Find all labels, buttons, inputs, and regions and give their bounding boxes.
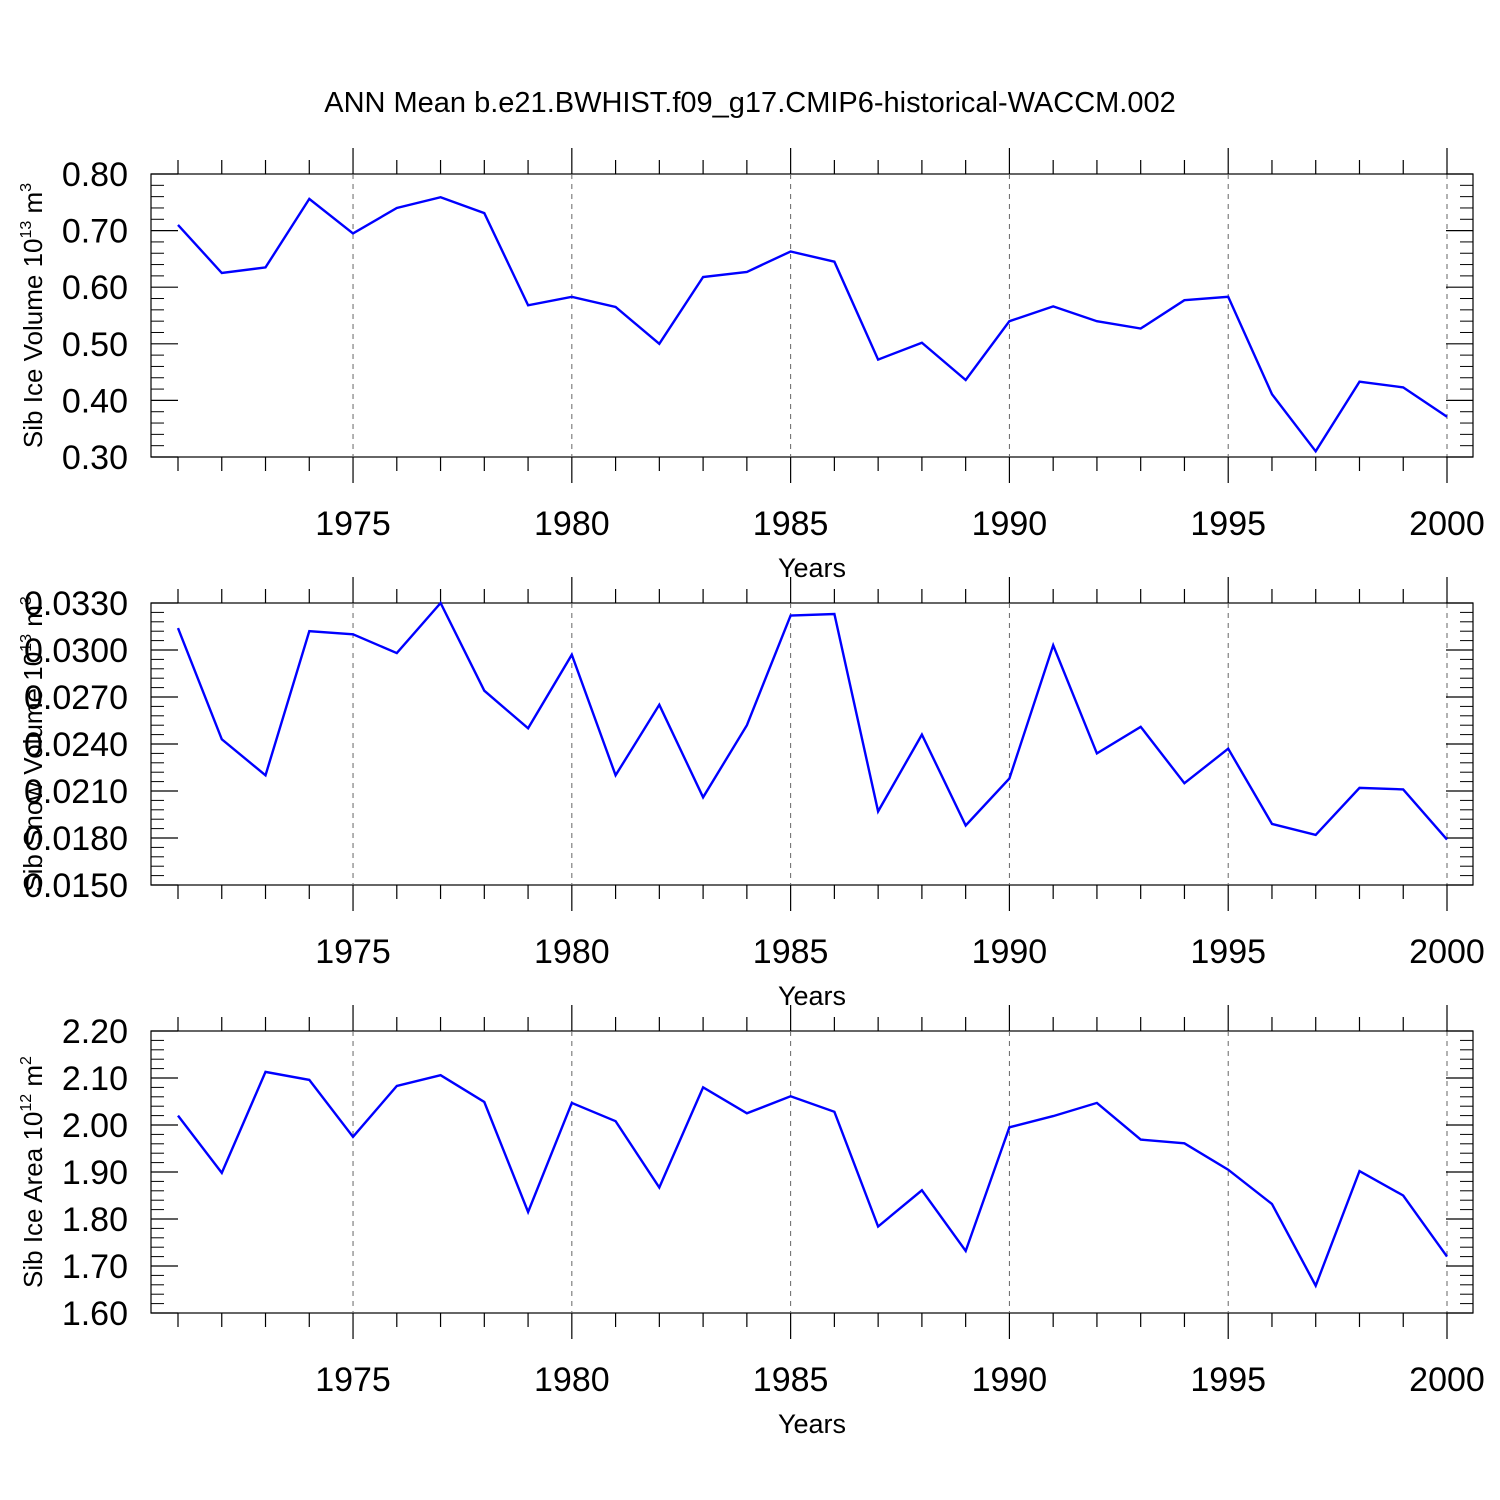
- y-tick-label: 1.90: [62, 1154, 128, 1192]
- y-tick-label: 0.60: [62, 269, 128, 307]
- x-tick-label: 1995: [1190, 933, 1266, 971]
- x-tick-label: 1985: [753, 933, 829, 971]
- y-tick-label: 1.60: [62, 1295, 128, 1333]
- x-tick-label: 1990: [972, 1361, 1048, 1399]
- x-axis-label: Years: [778, 1409, 846, 1439]
- y-tick-label: 1.80: [62, 1201, 128, 1239]
- x-axis-label: Years: [778, 553, 846, 583]
- series-line: [177, 1070, 1448, 1289]
- x-tick-label: 1985: [753, 1361, 829, 1399]
- y-axis-label: Sib Snow Volume 1013 m3: [18, 596, 48, 892]
- y-tick-label: 0.0270: [24, 679, 128, 717]
- plot-frame: [150, 1030, 1474, 1314]
- y-axis-label-ylabel-unit-exp: 3: [18, 183, 35, 192]
- x-tick-label: 1980: [534, 1361, 610, 1399]
- chart-panel-3: 1975 1980 1985 1990 1995 2000 1.60 1.70 1.80 1.90…: [18, 1005, 1485, 1439]
- y-tick-label: 0.0180: [24, 820, 128, 858]
- y-tick-label: 0.0150: [24, 867, 128, 905]
- x-tick-label: 1975: [315, 505, 391, 543]
- y-tick-label: 0.0210: [24, 773, 128, 811]
- y-tick-label: 2.10: [62, 1060, 128, 1098]
- y-tick-label: 2.00: [62, 1107, 128, 1145]
- x-tick-label: 1975: [315, 1361, 391, 1399]
- y-axis-label-ylabel-unit-exp: 3: [18, 596, 35, 605]
- y-axis-label-ylabel-exp: 13: [18, 634, 35, 652]
- y-axis-label-ylabel-exp: 12: [18, 1094, 35, 1112]
- y-tick-label: 0.0300: [24, 632, 128, 670]
- y-tick-label: 0.0240: [24, 726, 128, 764]
- x-axis-label: Years: [778, 981, 846, 1011]
- y-tick-label: 1.70: [62, 1248, 128, 1286]
- y-tick-label: 0.0330: [24, 585, 128, 623]
- y-axis-label-ylabel-unit: m: [18, 192, 48, 221]
- y-axis-label-ylabel-unit: m: [18, 1065, 48, 1094]
- series-line: [176, 600, 1448, 841]
- y-axis-label-ylabel-exp: 13: [18, 221, 35, 239]
- y-tick-label: 0.80: [62, 156, 128, 194]
- y-tick-label: 2.20: [62, 1013, 128, 1051]
- x-tick-label: 1990: [972, 933, 1048, 971]
- y-axis-label: Sib Ice Area 1012 m2: [18, 1056, 48, 1288]
- x-tick-label: 2000: [1409, 1361, 1485, 1399]
- y-axis-label-ylabel: Sib Ice Volume 10: [18, 239, 48, 449]
- x-tick-label: 1980: [534, 933, 610, 971]
- x-tick-label: 1975: [315, 933, 391, 971]
- y-tick-label: 0.70: [62, 213, 128, 251]
- y-tick-label: 0.50: [62, 326, 128, 364]
- x-tick-label: 2000: [1409, 505, 1485, 543]
- x-tick-label: 1985: [753, 505, 829, 543]
- x-tick-label: 2000: [1409, 933, 1485, 971]
- y-tick-label: 0.40: [62, 382, 128, 420]
- x-tick-label: 1995: [1190, 1361, 1266, 1399]
- x-tick-label: 1995: [1190, 505, 1266, 543]
- y-axis-label-ylabel-unit-exp: 2: [18, 1056, 35, 1065]
- x-tick-label: 1990: [972, 505, 1048, 543]
- y-axis-label-ylabel-unit: m: [18, 605, 48, 634]
- chart-panel-1: 1975 1980 1985 1990 1995 2000 0.30 0.40 0.50 0.60…: [18, 148, 1485, 583]
- chart-panel-2: 1975 1980 1985 1990 1995 2000 0.0150 0.0180 0.02…: [18, 577, 1485, 1011]
- y-axis-label-ylabel: Sib Snow Volume 10: [18, 652, 48, 892]
- series-line: [177, 195, 1448, 454]
- y-axis-label-ylabel: Sib Ice Area 10: [18, 1112, 48, 1288]
- x-tick-label: 1980: [534, 505, 610, 543]
- plot-frame: [150, 173, 1474, 458]
- plot-frame: [150, 602, 1474, 886]
- y-axis-label: Sib Ice Volume 1013 m3: [18, 183, 48, 448]
- y-tick-label: 0.30: [62, 439, 128, 477]
- figure-title: ANN Mean b.e21.BWHIST.f09_g17.CMIP6-hist…: [324, 87, 1176, 119]
